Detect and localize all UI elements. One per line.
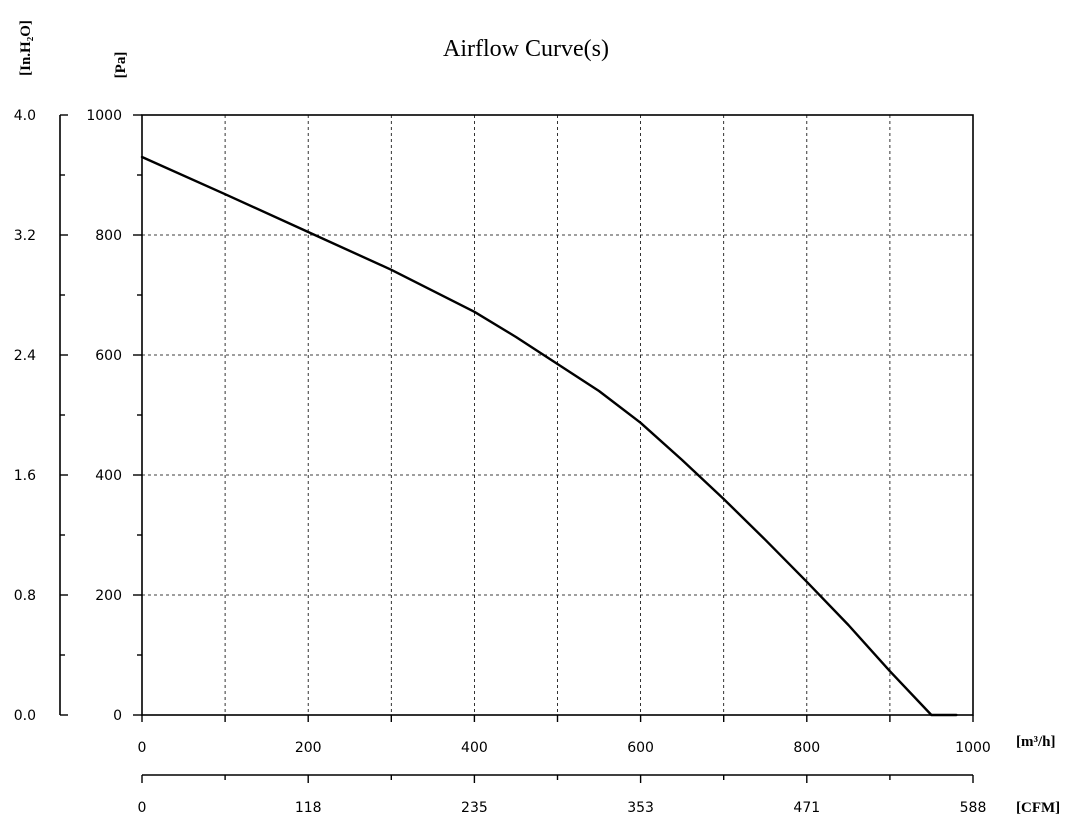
y2-tick-label: 4.0 [14, 108, 36, 124]
y-tick-label: 800 [95, 228, 122, 244]
y2-tick-label: 0.8 [14, 588, 36, 604]
y2-axis-unit-label: [In.H₂O] [18, 20, 34, 76]
x-axis-unit-label: [m³/h] [1016, 734, 1056, 750]
y-tick-label: 1000 [86, 108, 122, 124]
y-axis-unit-label: [Pa] [113, 52, 129, 79]
x-tick-label: 800 [793, 740, 820, 756]
y-tick-label: 400 [95, 468, 122, 484]
x2-tick-label: 588 [960, 800, 987, 814]
ticks: 0 200 400 600 800 1000 0 200 400 600 800 1000 0 118 23… [14, 108, 991, 814]
x2-tick-label: 235 [461, 800, 488, 814]
series-line-0 [140, 155, 958, 717]
x-tick-label: 600 [627, 740, 654, 756]
x2-tick-label: 471 [793, 800, 820, 814]
chart-title: Airflow Curve(s) [443, 36, 609, 62]
x-tick-label: 1000 [955, 740, 991, 756]
x2-tick-label: 118 [295, 800, 322, 814]
x-tick-label: 0 [138, 740, 147, 756]
y-tick-label: 600 [95, 348, 122, 364]
y2-tick-label: 1.6 [14, 468, 36, 484]
y2-tick-label: 0.0 [14, 708, 36, 724]
x2-tick-label: 0 [138, 800, 147, 814]
y2-tick-label: 2.4 [14, 348, 36, 364]
y-tick-label: 0 [113, 708, 122, 724]
x-tick-label: 400 [461, 740, 488, 756]
x-tick-label: 200 [295, 740, 322, 756]
x2-axis-unit-label: [CFM] [1016, 800, 1060, 814]
plot-area [140, 155, 958, 717]
axes [59, 114, 974, 776]
x2-tick-label: 353 [627, 800, 654, 814]
grid [142, 115, 973, 715]
y-tick-label: 200 [95, 588, 122, 604]
y2-tick-label: 3.2 [14, 228, 36, 244]
